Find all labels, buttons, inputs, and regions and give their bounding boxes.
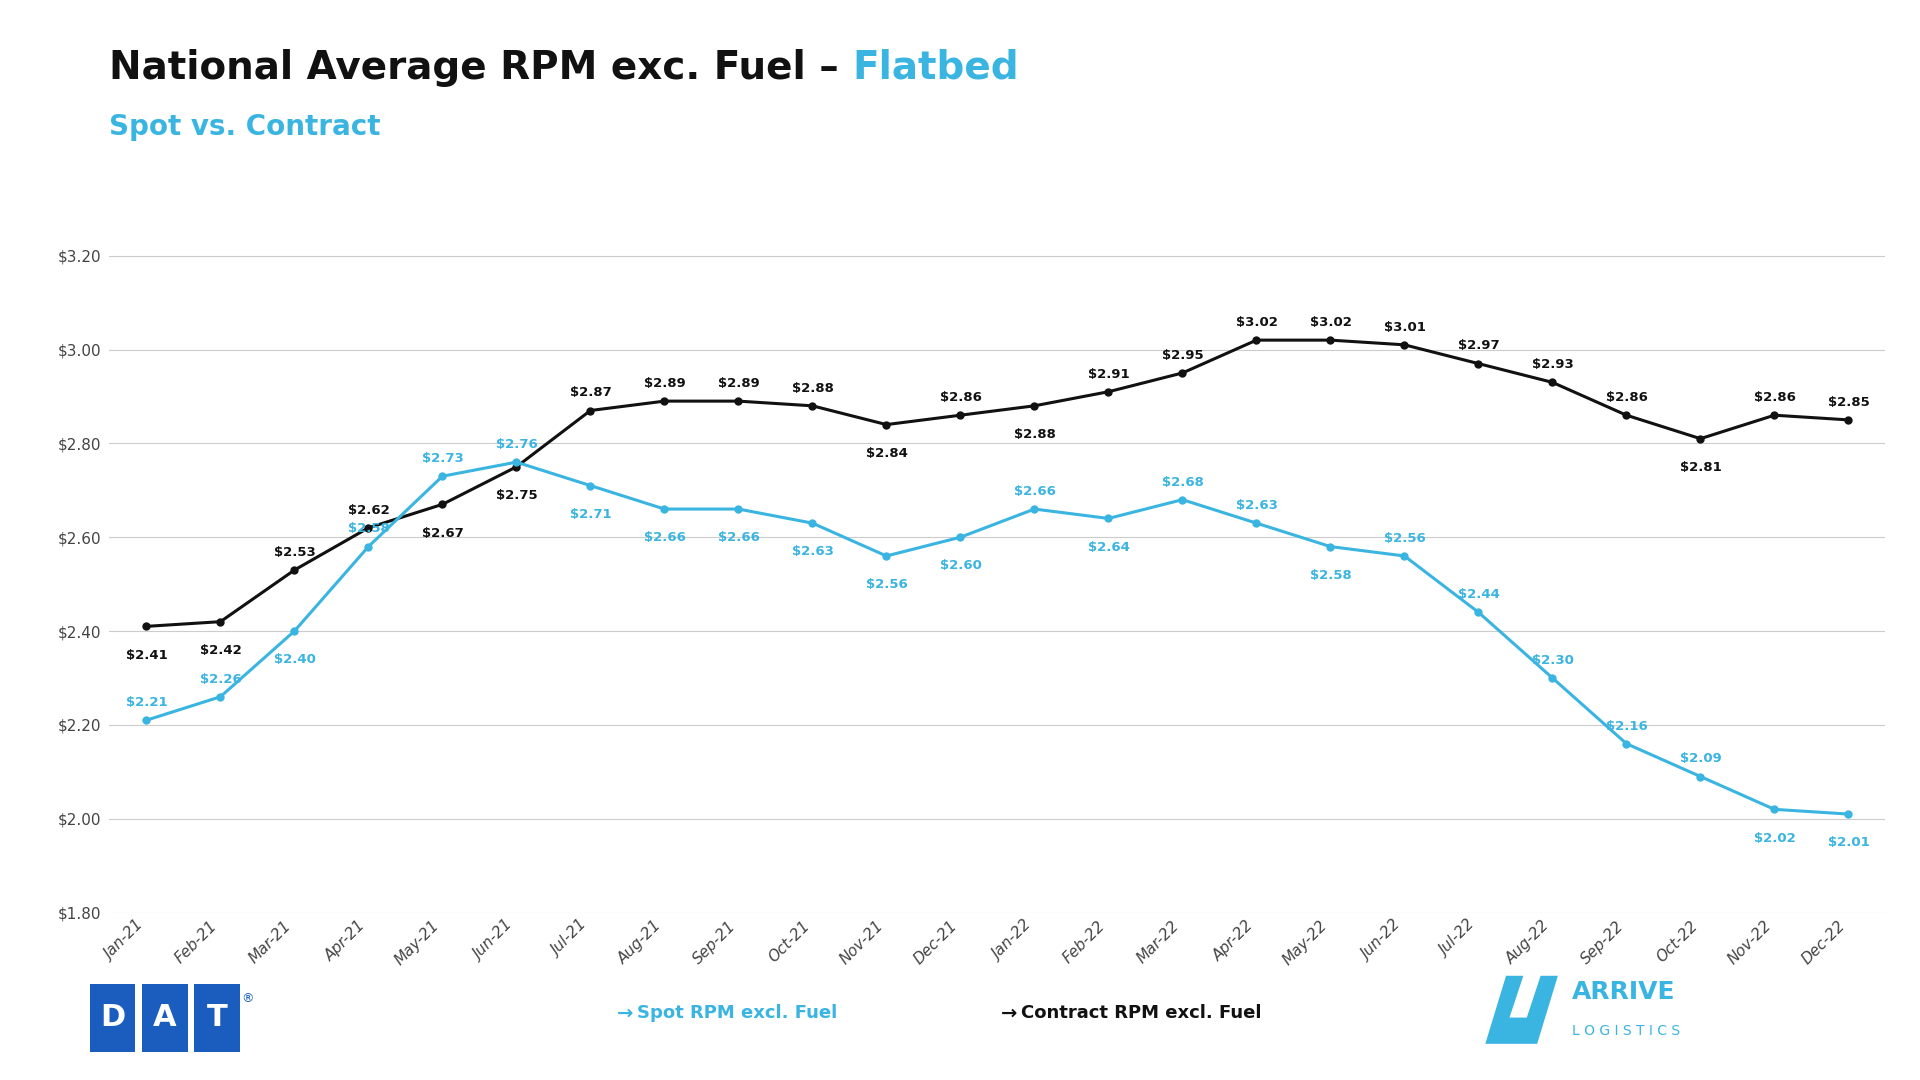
Text: $2.85: $2.85 [1828, 395, 1870, 409]
Text: Flatbed: Flatbed [852, 49, 1020, 86]
Text: $2.66: $2.66 [643, 531, 685, 544]
Text: $2.87: $2.87 [570, 387, 611, 400]
Text: $2.66: $2.66 [1014, 485, 1056, 498]
Text: $2.89: $2.89 [643, 377, 685, 390]
Text: $2.95: $2.95 [1162, 349, 1204, 362]
Text: $2.41: $2.41 [125, 649, 167, 662]
Text: $2.44: $2.44 [1457, 589, 1500, 602]
Text: ®: ® [242, 991, 253, 1005]
Text: $2.71: $2.71 [570, 508, 611, 521]
FancyBboxPatch shape [142, 984, 188, 1052]
Text: →: → [1000, 1003, 1018, 1023]
FancyBboxPatch shape [90, 984, 134, 1052]
Text: $2.60: $2.60 [939, 559, 981, 572]
Text: $2.86: $2.86 [1605, 391, 1647, 404]
Text: $2.73: $2.73 [422, 453, 463, 465]
Text: $2.97: $2.97 [1457, 339, 1500, 352]
Text: $2.21: $2.21 [125, 697, 167, 710]
Text: $2.02: $2.02 [1753, 832, 1795, 845]
Text: $3.01: $3.01 [1384, 321, 1425, 334]
Text: $2.84: $2.84 [866, 447, 908, 460]
Text: A: A [154, 1003, 177, 1032]
Text: T: T [207, 1003, 227, 1032]
Text: $2.68: $2.68 [1162, 475, 1204, 488]
Text: $2.64: $2.64 [1087, 541, 1129, 554]
Text: $2.26: $2.26 [200, 673, 242, 686]
Text: $2.63: $2.63 [791, 545, 833, 558]
Text: $2.56: $2.56 [1384, 531, 1425, 545]
Text: $2.89: $2.89 [718, 377, 758, 390]
Text: Spot RPM excl. Fuel: Spot RPM excl. Fuel [637, 1004, 837, 1022]
Text: $2.86: $2.86 [1753, 391, 1795, 404]
Text: $2.91: $2.91 [1087, 367, 1129, 380]
Text: $2.63: $2.63 [1235, 499, 1277, 512]
Text: $2.88: $2.88 [1014, 428, 1056, 441]
Text: $2.81: $2.81 [1680, 461, 1722, 474]
Text: $3.02: $3.02 [1235, 316, 1277, 329]
Text: ARRIVE: ARRIVE [1572, 981, 1676, 1004]
Text: $2.30: $2.30 [1532, 653, 1572, 666]
Text: Spot vs. Contract: Spot vs. Contract [109, 113, 380, 141]
Text: $2.86: $2.86 [939, 391, 981, 404]
Text: $2.76: $2.76 [495, 438, 538, 451]
Text: $2.16: $2.16 [1605, 719, 1647, 732]
Text: $2.67: $2.67 [422, 527, 463, 540]
Text: L O G I S T I C S: L O G I S T I C S [1572, 1024, 1680, 1038]
Text: $2.75: $2.75 [495, 489, 538, 502]
Text: $2.66: $2.66 [718, 531, 760, 544]
Text: $2.42: $2.42 [200, 644, 242, 657]
Text: $2.56: $2.56 [866, 578, 908, 591]
Text: National Average RPM exc. Fuel –: National Average RPM exc. Fuel – [109, 49, 852, 86]
FancyBboxPatch shape [194, 984, 240, 1052]
Text: $2.62: $2.62 [348, 503, 390, 516]
Text: $2.01: $2.01 [1828, 836, 1870, 849]
Text: D: D [100, 1003, 125, 1032]
Text: $2.93: $2.93 [1532, 359, 1572, 372]
Text: $2.09: $2.09 [1680, 753, 1722, 766]
Text: $2.40: $2.40 [273, 653, 315, 666]
Text: $2.88: $2.88 [791, 381, 833, 394]
Text: $2.58: $2.58 [348, 523, 390, 536]
Text: $3.02: $3.02 [1309, 316, 1352, 329]
Text: Contract RPM excl. Fuel: Contract RPM excl. Fuel [1021, 1004, 1261, 1022]
Text: →: → [616, 1003, 634, 1023]
Polygon shape [1486, 976, 1557, 1043]
Text: $2.53: $2.53 [273, 546, 315, 559]
Text: $2.58: $2.58 [1309, 569, 1352, 582]
